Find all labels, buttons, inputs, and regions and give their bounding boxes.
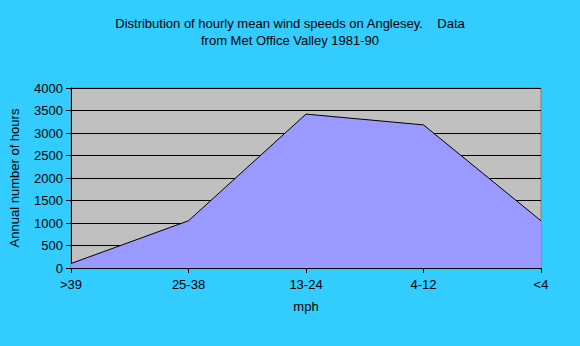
svg-text:from Met Office Valley 1981-90: from Met Office Valley 1981-90	[201, 33, 379, 48]
svg-text:4000: 4000	[34, 81, 63, 96]
svg-text:4-12: 4-12	[410, 277, 436, 292]
svg-text:2500: 2500	[34, 148, 63, 163]
svg-text:Distribution of hourly mean wi: Distribution of hourly mean wind speeds …	[115, 16, 465, 31]
svg-text:13-24: 13-24	[289, 277, 322, 292]
svg-text:>39: >39	[60, 277, 82, 292]
svg-text:<4: <4	[534, 277, 549, 292]
svg-text:0: 0	[56, 261, 63, 276]
svg-text:Annual number of hours: Annual number of hours	[7, 108, 22, 247]
svg-text:2000: 2000	[34, 171, 63, 186]
svg-text:25-38: 25-38	[172, 277, 205, 292]
svg-text:3000: 3000	[34, 126, 63, 141]
svg-text:mph: mph	[293, 299, 318, 314]
svg-text:1500: 1500	[34, 193, 63, 208]
svg-text:1000: 1000	[34, 216, 63, 231]
svg-text:500: 500	[41, 238, 63, 253]
svg-text:3500: 3500	[34, 103, 63, 118]
